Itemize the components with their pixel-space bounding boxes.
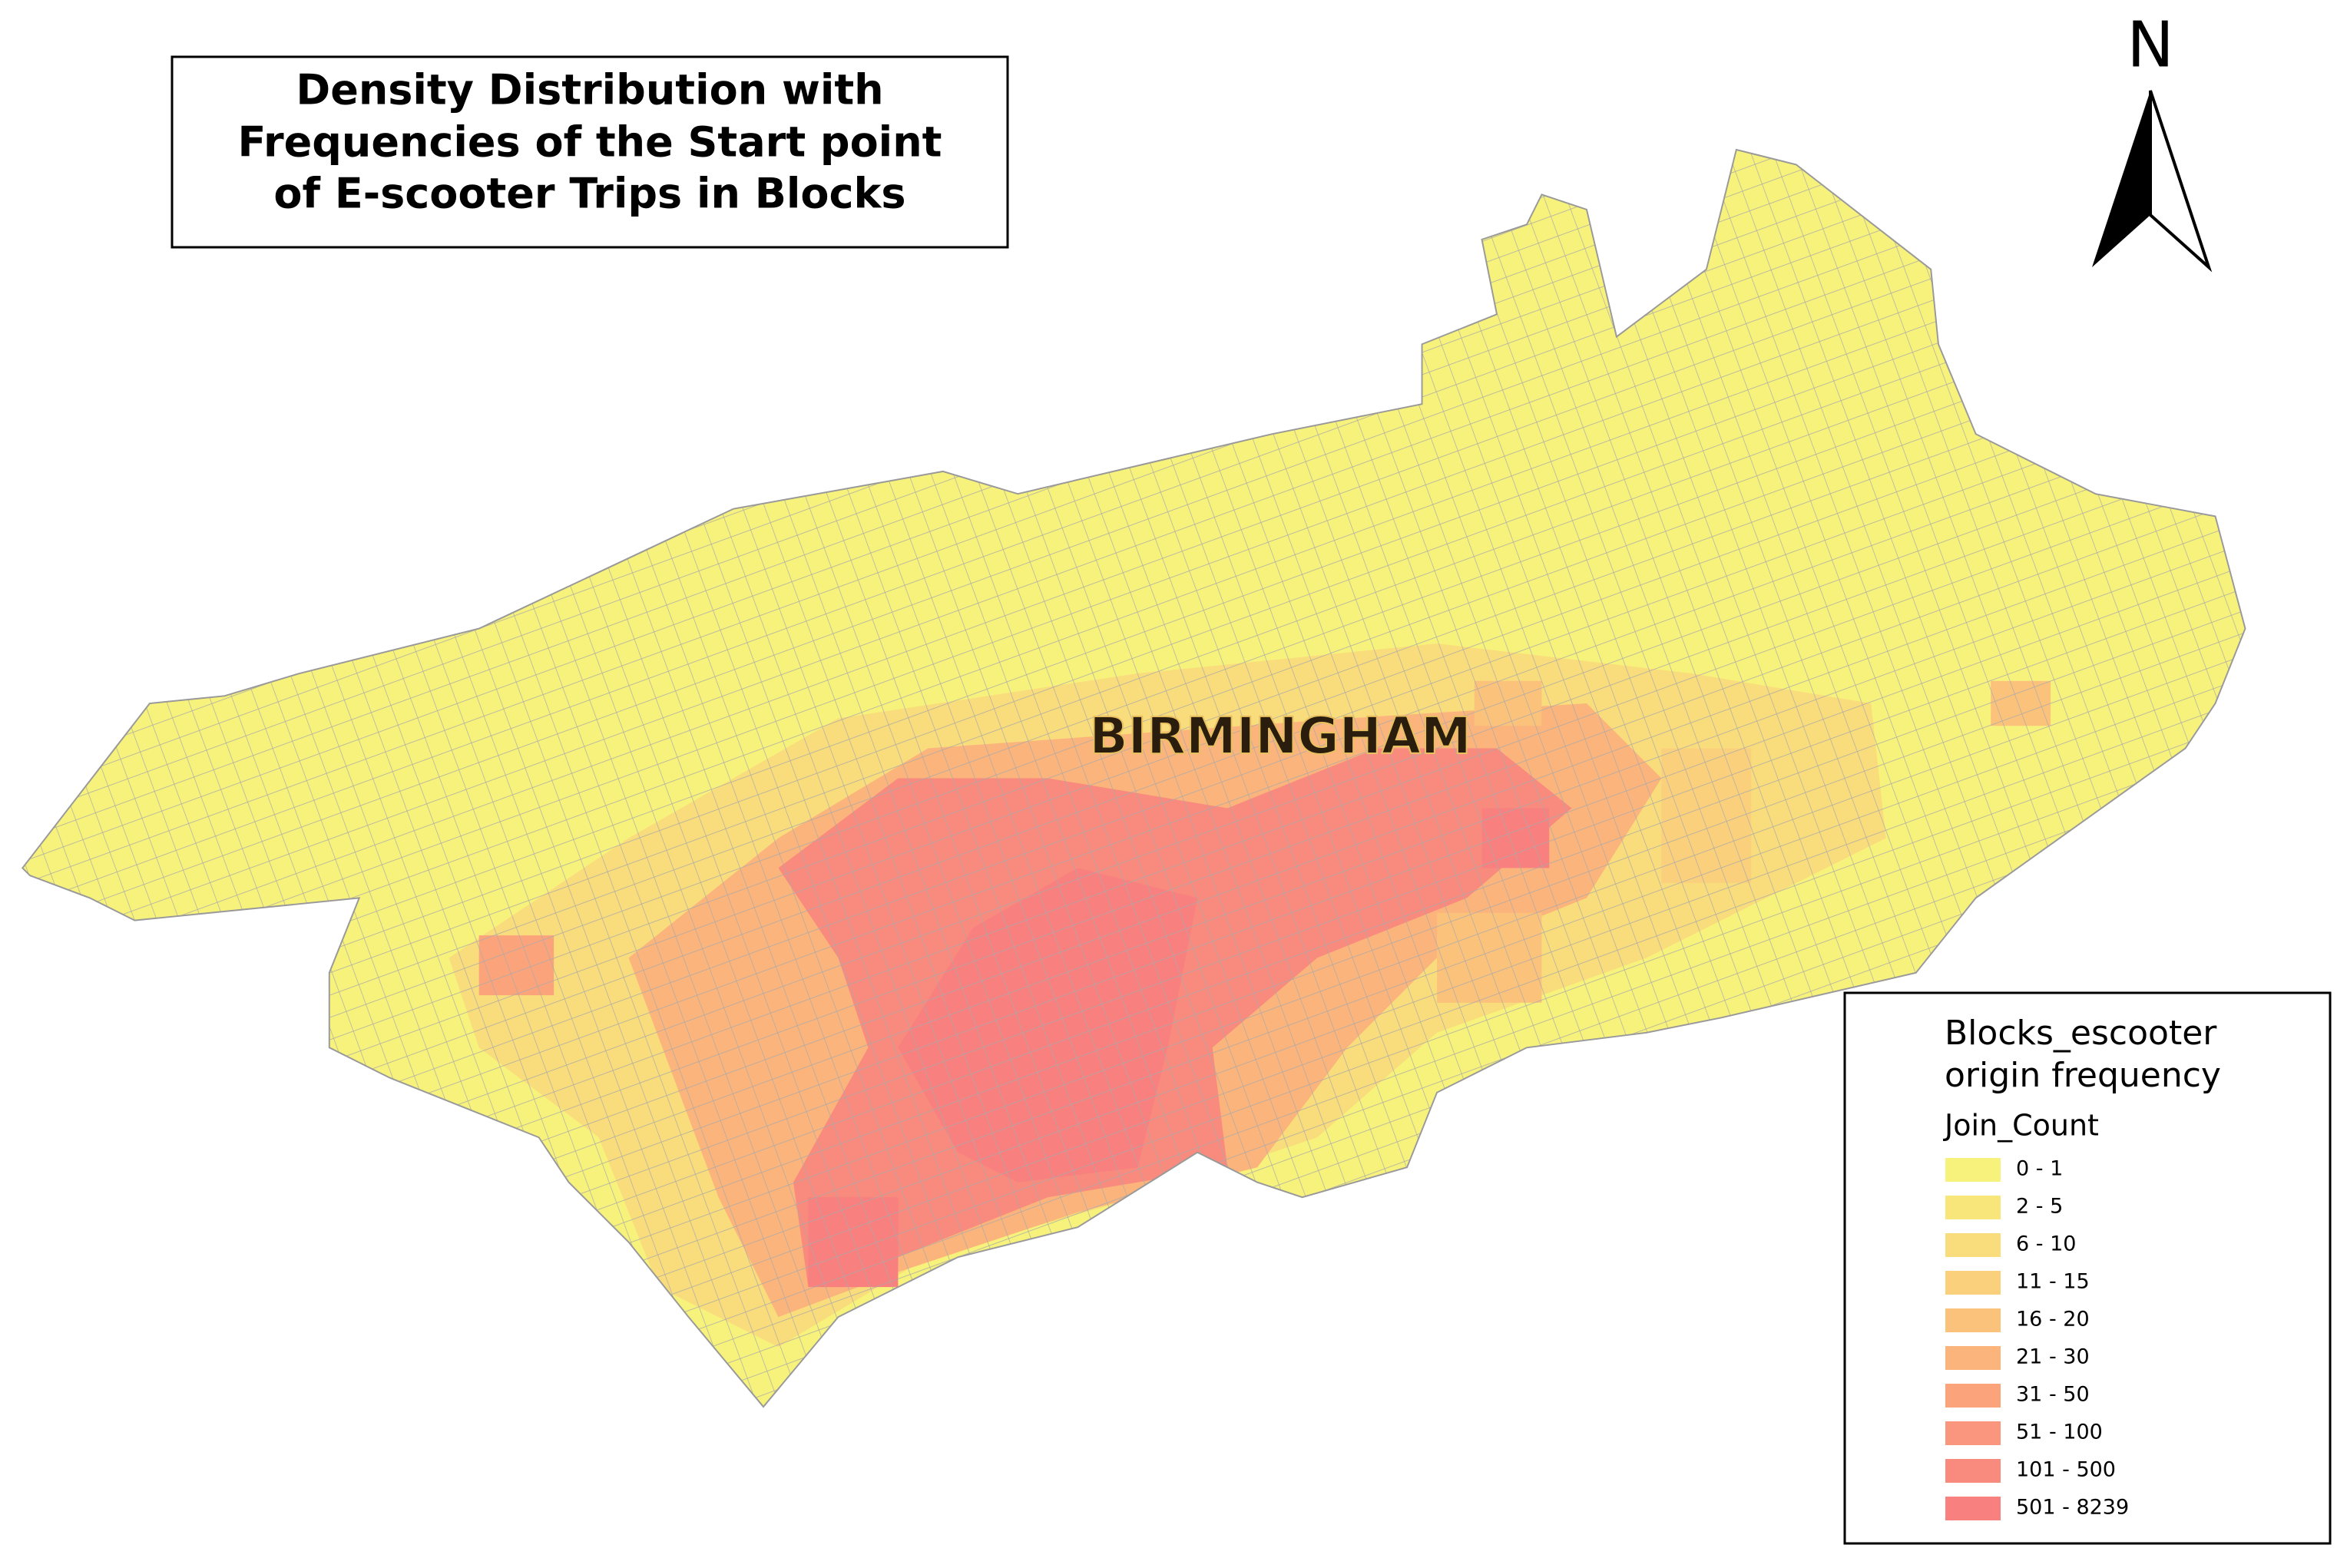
legend-title: Blocks_escooter <box>1945 1014 2217 1053</box>
legend-field: Join_Count <box>1943 1109 2099 1143</box>
legend-swatch <box>1945 1308 2001 1332</box>
legend-label: 501 - 8239 <box>2016 1496 2129 1520</box>
legend-swatch <box>1945 1158 2001 1182</box>
legend-label: 6 - 10 <box>2016 1232 2076 1256</box>
title-line: Density Distribution with <box>296 66 883 114</box>
legend-swatch <box>1945 1459 2001 1483</box>
title-box <box>170 55 1009 249</box>
title-line: Frequencies of the Start point <box>238 118 942 167</box>
title-line: of E-scooter Trips in Blocks <box>273 170 905 218</box>
legend-label: 16 - 20 <box>2016 1308 2090 1331</box>
legend-box <box>1843 991 2332 1545</box>
legend-swatch <box>1945 1346 2001 1370</box>
city-label: BIRMINGHAM <box>1089 706 1471 766</box>
legend-swatch <box>1945 1497 2001 1520</box>
north-arrow-left <box>2092 91 2150 267</box>
north-label: N <box>2127 8 2173 81</box>
city-outline <box>21 148 2246 1408</box>
legend-label: 31 - 50 <box>2016 1383 2090 1407</box>
legend-swatch <box>1945 1421 2001 1445</box>
legend-label: 11 - 15 <box>2016 1270 2090 1294</box>
legend-label: 21 - 30 <box>2016 1345 2090 1369</box>
legend-label: 2 - 5 <box>2016 1195 2063 1219</box>
north-arrow-right <box>2149 90 2213 273</box>
legend-label: 101 - 500 <box>2016 1458 2116 1482</box>
legend-label: 0 - 1 <box>2016 1157 2063 1181</box>
legend-swatch <box>1945 1271 2001 1295</box>
legend-label: 51 - 100 <box>2016 1421 2103 1444</box>
legend: Blocks_escooter origin frequency Join_Co… <box>1843 991 2332 1545</box>
legend-swatch <box>1945 1384 2001 1408</box>
legend-title: origin frequency <box>1945 1056 2221 1095</box>
legend-swatch <box>1945 1196 2001 1219</box>
legend-swatch <box>1945 1233 2001 1257</box>
